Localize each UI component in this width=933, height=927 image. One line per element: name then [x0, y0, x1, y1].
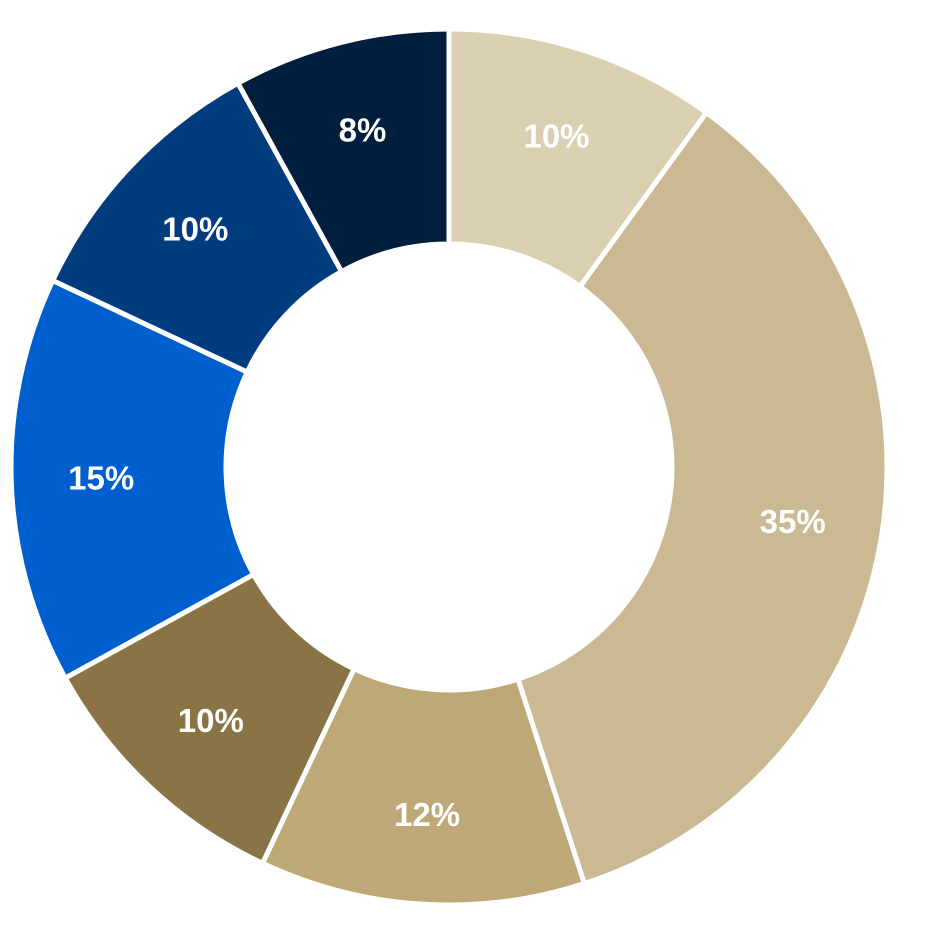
donut-slice-7: [234, 26, 452, 275]
donut-slice-label-7: 8%: [339, 111, 387, 148]
donut-slice-label-6: 10%: [162, 210, 228, 247]
donut-slice-label-2: 35%: [760, 503, 826, 540]
donut-slices: [8, 26, 890, 908]
donut-slice-label-1: 10%: [523, 118, 589, 155]
donut-labels: 10% 35% 12% 10% 15% 10% 8%: [68, 111, 826, 832]
donut-slice-2: [514, 109, 890, 887]
donut-slice-3: [259, 665, 588, 908]
donut-slice-label-3: 12%: [394, 796, 460, 833]
donut-slice-5: [8, 277, 257, 682]
donut-slice-label-5: 15%: [68, 459, 134, 496]
donut-slice-label-4: 10%: [178, 702, 244, 739]
